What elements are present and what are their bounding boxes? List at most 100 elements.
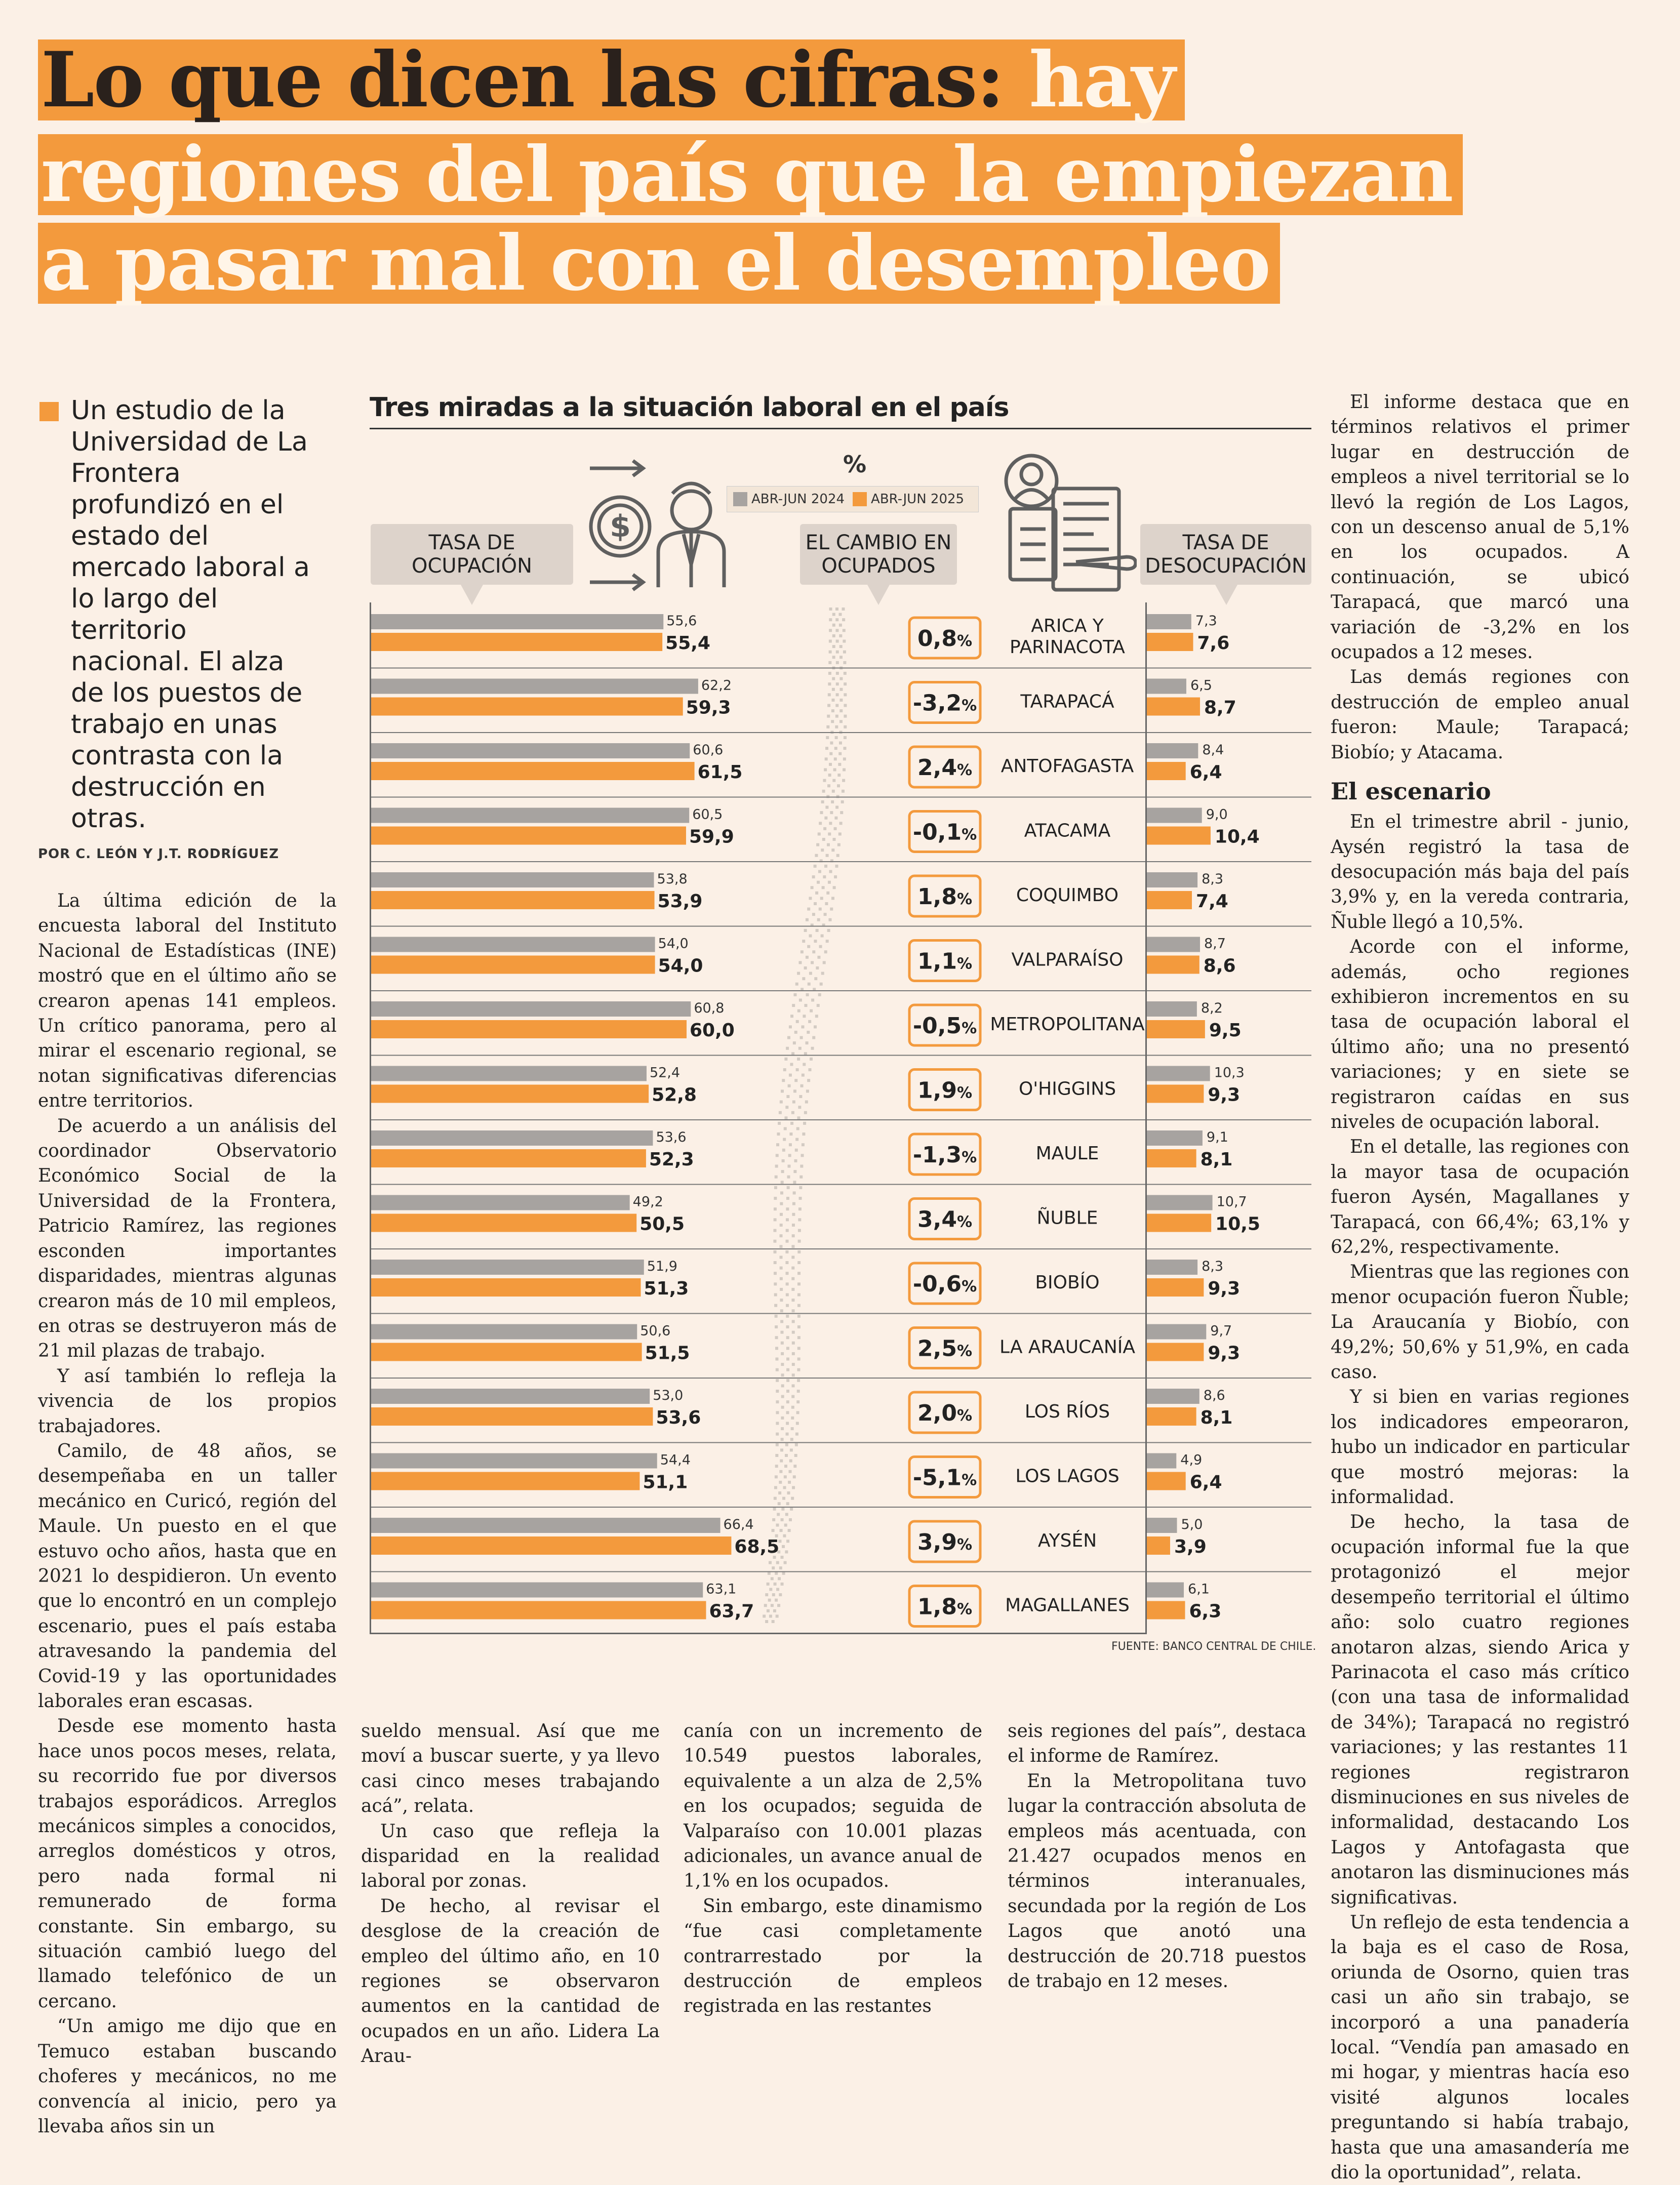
label-ocupacion-2024: 53,8 bbox=[657, 871, 688, 887]
map-dot bbox=[796, 1411, 799, 1414]
map-dot bbox=[825, 805, 829, 809]
map-dot bbox=[835, 725, 838, 729]
map-dot bbox=[827, 693, 831, 697]
bar-desocupacion-2025 bbox=[1146, 1020, 1205, 1038]
map-dot bbox=[770, 1540, 774, 1543]
legend-item-2025: ABR-JUN 2025 bbox=[853, 492, 964, 507]
map-dot bbox=[842, 629, 846, 632]
map-dot bbox=[835, 629, 839, 632]
map-dot bbox=[776, 1400, 779, 1404]
map-dot bbox=[812, 1036, 816, 1039]
bar-ocupacion-2025 bbox=[371, 1407, 653, 1426]
paragraph: Un caso que refleja la disparidad en la … bbox=[361, 1820, 660, 1892]
map-dot bbox=[785, 1282, 789, 1286]
map-dot bbox=[773, 1207, 777, 1211]
map-dot bbox=[842, 618, 846, 622]
label-desocupacion-2024: 6,5 bbox=[1190, 678, 1212, 694]
map-dot bbox=[780, 1309, 783, 1313]
map-dot bbox=[807, 907, 811, 911]
map-dot bbox=[781, 1159, 785, 1162]
map-dot bbox=[832, 613, 835, 616]
map-dot bbox=[838, 613, 842, 616]
map-dot bbox=[770, 1577, 774, 1581]
chart-row: 63,1 63,7 1,8% MAGALLANES 6,1 6,3 bbox=[370, 1571, 1311, 1628]
map-dot bbox=[816, 966, 819, 969]
map-dot bbox=[785, 1272, 789, 1275]
map-dot bbox=[797, 1357, 801, 1361]
map-dot bbox=[779, 1245, 783, 1248]
map-dot bbox=[798, 1207, 802, 1211]
map-dot bbox=[838, 741, 842, 745]
map-dot bbox=[822, 789, 825, 793]
map-dot bbox=[807, 1030, 810, 1034]
cambio-value: 1,1% bbox=[917, 949, 972, 975]
label-desocupacion-2025: 3,9 bbox=[1174, 1536, 1207, 1557]
map-dot bbox=[790, 1063, 793, 1066]
map-dot bbox=[787, 1529, 791, 1532]
map-dot bbox=[797, 1250, 801, 1253]
bar-desocupacion-2024 bbox=[1146, 1453, 1177, 1469]
map-dot bbox=[839, 698, 843, 702]
cambio-box bbox=[908, 939, 982, 982]
map-dot bbox=[827, 928, 830, 932]
map-dot bbox=[777, 1604, 781, 1607]
map-dot bbox=[777, 1132, 780, 1136]
map-dot bbox=[783, 1068, 786, 1072]
map-dot bbox=[811, 998, 815, 1002]
label-desocupacion-2024: 10,7 bbox=[1217, 1194, 1247, 1210]
bar-desocupacion-2024 bbox=[1146, 614, 1191, 629]
bar-ocupacion-2025 bbox=[371, 826, 686, 845]
map-dot bbox=[782, 1571, 785, 1575]
map-dot bbox=[775, 1368, 779, 1371]
map-dot bbox=[834, 747, 837, 750]
map-dot bbox=[834, 736, 838, 739]
bar-ocupacion-2024 bbox=[371, 872, 654, 887]
map-dot bbox=[788, 1025, 792, 1029]
map-dot bbox=[802, 1132, 806, 1136]
map-dot bbox=[780, 1518, 784, 1521]
chart-row: 53,8 53,9 1,8% COQUIMBO 8,3 7,4 bbox=[370, 861, 1311, 918]
map-dot bbox=[778, 1491, 782, 1495]
map-dot bbox=[793, 1465, 797, 1468]
region-label: O'HIGGINS bbox=[1019, 1079, 1116, 1100]
map-dot bbox=[775, 1357, 779, 1361]
map-dot bbox=[781, 1416, 784, 1420]
chart-row: 62,2 59,3 -3,2% TARAPACÁ 6,5 8,7 bbox=[370, 667, 1311, 724]
bar-ocupacion-2024 bbox=[371, 743, 690, 758]
map-dot bbox=[771, 1529, 775, 1532]
bar-desocupacion-2024 bbox=[1146, 872, 1198, 887]
map-dot bbox=[780, 1438, 784, 1441]
cambio-box bbox=[908, 1585, 982, 1628]
chart-row: 53,0 53,6 2,0% LOS RÍOS 8,6 8,1 bbox=[370, 1378, 1311, 1434]
column-5-part-b: En el trimestre abril - junio, Aysén reg… bbox=[1331, 810, 1629, 2185]
tab-desocupacion: TASA DE DESOCUPACIÓN bbox=[1140, 524, 1311, 605]
map-dot bbox=[781, 1170, 784, 1174]
map-dot bbox=[801, 1143, 805, 1147]
map-dot bbox=[812, 875, 815, 879]
article-column-1: La última edición de la encuesta laboral… bbox=[38, 888, 337, 2139]
map-dot bbox=[829, 618, 832, 622]
bar-ocupacion-2024 bbox=[371, 1582, 703, 1598]
bar-ocupacion-2025 bbox=[371, 891, 655, 909]
map-dot bbox=[819, 859, 823, 863]
map-dot bbox=[774, 1293, 777, 1297]
map-dot bbox=[819, 822, 822, 825]
bar-ocupacion-2025 bbox=[371, 762, 695, 780]
map-dot bbox=[772, 1593, 775, 1597]
map-dot bbox=[784, 1116, 788, 1120]
map-dot bbox=[833, 768, 836, 772]
map-dot bbox=[774, 1545, 777, 1548]
bar-ocupacion-2025 bbox=[371, 1601, 706, 1620]
map-dot bbox=[781, 1395, 784, 1398]
map-dot bbox=[804, 966, 807, 969]
map-dot bbox=[786, 1347, 789, 1350]
map-dot bbox=[773, 1556, 776, 1559]
map-dot bbox=[776, 1561, 779, 1564]
map-dot bbox=[793, 1181, 796, 1184]
map-dot bbox=[822, 838, 825, 841]
svg-text:$: $ bbox=[610, 509, 631, 544]
map-dot bbox=[785, 1432, 789, 1436]
region-label: BIOBÍO bbox=[1035, 1272, 1099, 1293]
map-dot bbox=[829, 629, 832, 632]
